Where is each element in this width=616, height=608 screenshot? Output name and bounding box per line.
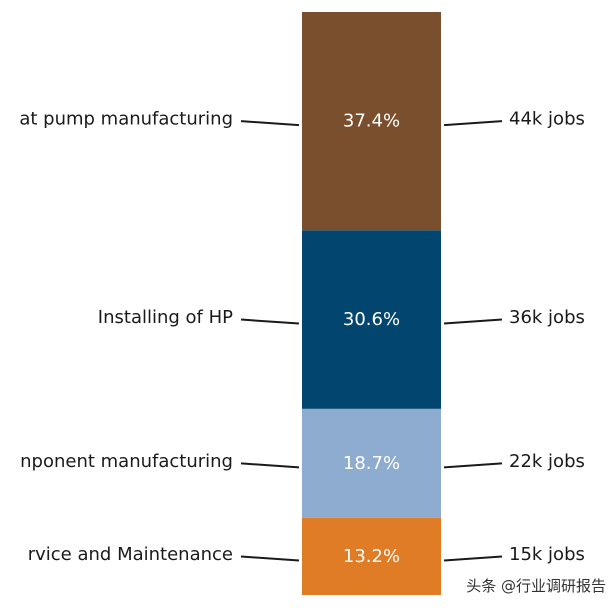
jobs-label: 36k jobs (509, 307, 585, 328)
jobs-label: 15k jobs (509, 544, 585, 565)
percent-label: 30.6% (343, 309, 400, 330)
bar-segment (302, 517, 441, 595)
percent-label: 37.4% (343, 111, 400, 132)
right-leader-line (443, 462, 503, 469)
percent-label: 18.7% (343, 453, 400, 474)
bar-segment (302, 230, 441, 409)
category-label: at pump manufacturing (19, 109, 233, 130)
category-label: rvice and Maintenance (28, 544, 233, 565)
percent-label: 13.2% (343, 546, 400, 567)
bar-segment (302, 12, 441, 231)
right-leader-line (443, 555, 503, 562)
right-leader-line (443, 318, 503, 325)
right-leader-line (443, 120, 503, 127)
left-leader-line (240, 462, 300, 469)
left-leader-line (240, 318, 300, 325)
watermark: 头条 @行业调研报告 (466, 577, 606, 595)
category-label: nponent manufacturing (20, 451, 233, 472)
left-leader-line (240, 555, 300, 562)
jobs-label: 22k jobs (509, 451, 585, 472)
left-leader-line (240, 120, 300, 127)
bar-segment (302, 408, 441, 518)
jobs-label: 44k jobs (509, 109, 585, 130)
category-label: Installing of HP (98, 307, 233, 328)
